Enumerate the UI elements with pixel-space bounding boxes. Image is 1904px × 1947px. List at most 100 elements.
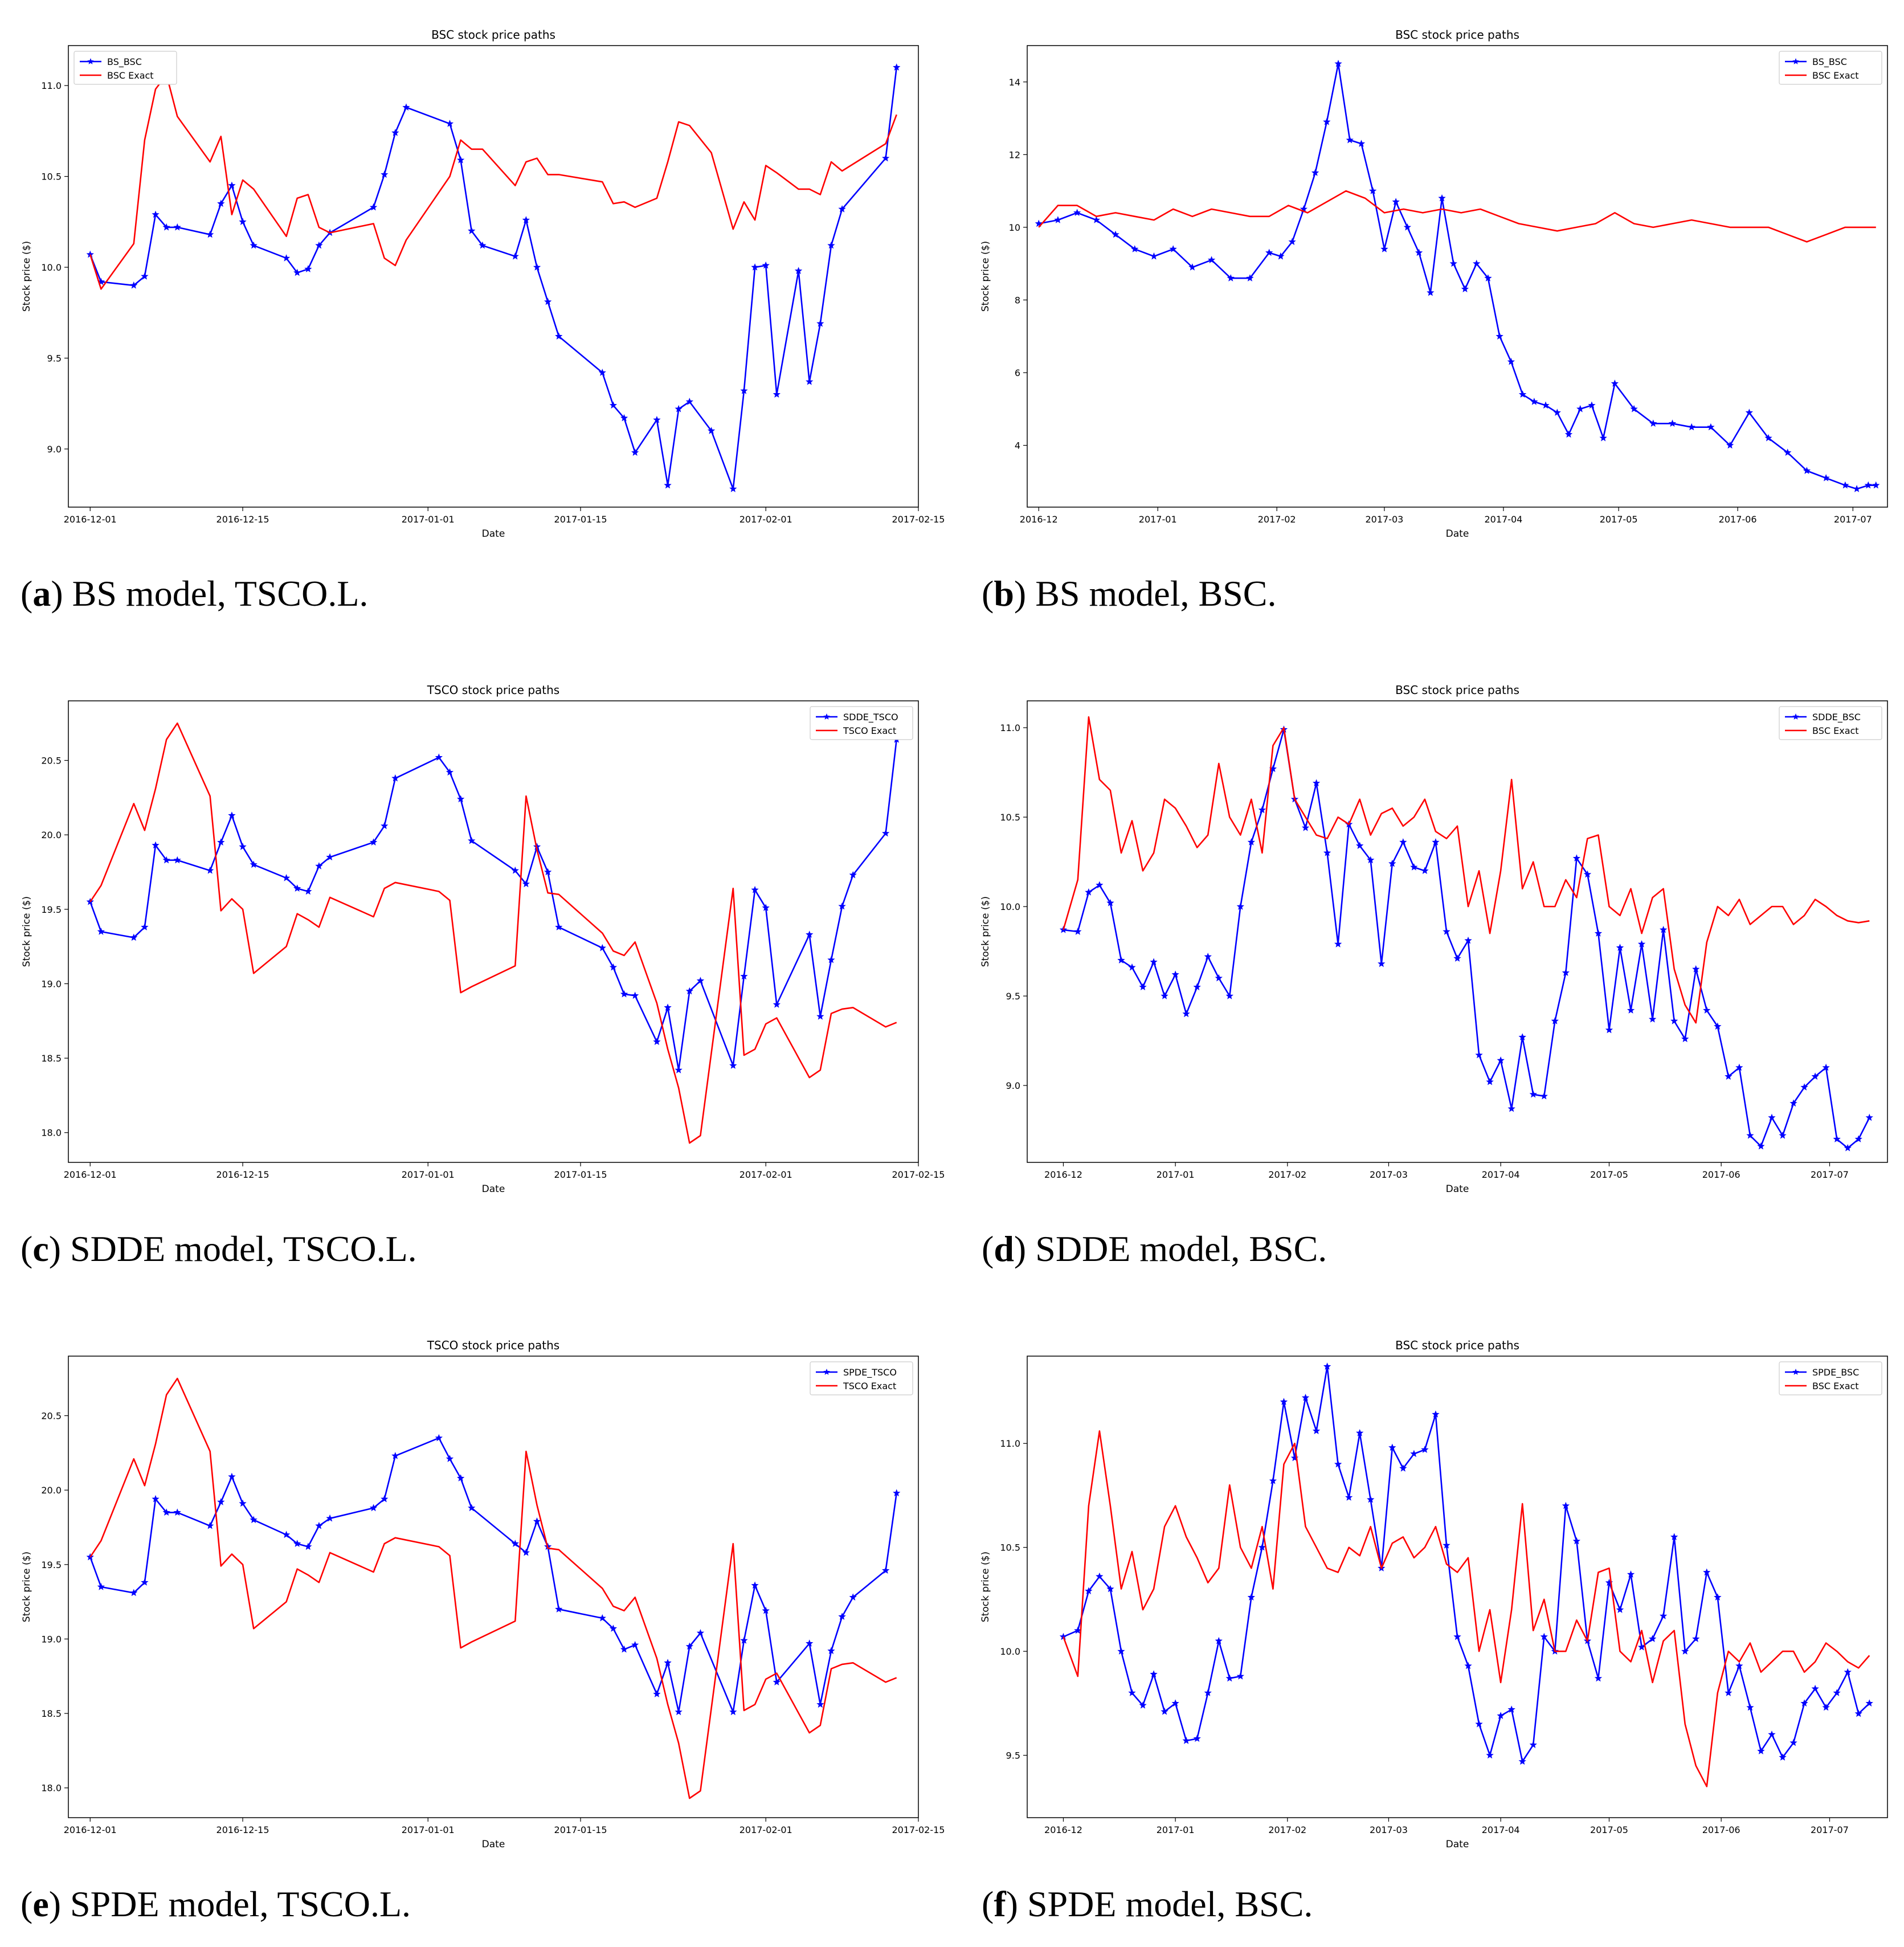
- chart-title: BSC stock price paths: [1395, 683, 1519, 697]
- data-point-marker: [162, 1508, 170, 1516]
- data-point-marker: [369, 838, 378, 846]
- data-point-marker: [664, 1003, 672, 1011]
- data-point-marker: [1096, 1572, 1104, 1580]
- data-point-marker: [751, 885, 759, 893]
- data-point-marker: [1648, 1015, 1657, 1023]
- data-point-marker: [1388, 1443, 1396, 1451]
- data-point-marker: [326, 853, 334, 860]
- data-point-marker: [1288, 238, 1296, 246]
- x-axis-label: Date: [482, 528, 505, 540]
- data-point-marker: [1822, 1063, 1830, 1071]
- data-point-marker: [762, 261, 770, 269]
- plot-frame: [68, 1356, 919, 1818]
- data-point-marker: [1833, 1135, 1841, 1142]
- data-point-marker: [141, 923, 149, 930]
- data-point-marker: [1529, 1741, 1537, 1748]
- x-tick-label: 2017-02: [1268, 1169, 1306, 1180]
- data-point-marker: [1583, 870, 1592, 878]
- data-point-marker: [1280, 1398, 1288, 1405]
- data-point-marker: [1475, 1051, 1483, 1059]
- y-tick-label: 10.5: [41, 172, 62, 182]
- data-point-marker: [315, 241, 323, 249]
- data-point-marker: [598, 1614, 606, 1622]
- data-point-marker: [1334, 59, 1342, 67]
- data-point-marker: [1616, 944, 1624, 951]
- data-point-marker: [1599, 434, 1607, 442]
- y-tick-label: 19.5: [41, 1560, 62, 1570]
- chart-panel-d: BSC stock price paths 2016-12 2017-01 2017-…: [952, 655, 1904, 1305]
- data-point-marker: [1432, 1410, 1440, 1418]
- data-point-marker: [130, 1589, 138, 1597]
- data-point-marker: [806, 1639, 814, 1647]
- data-point-marker: [173, 856, 181, 864]
- data-point-marker: [1265, 248, 1273, 256]
- data-point-marker: [326, 1514, 334, 1522]
- data-point-marker: [533, 263, 541, 271]
- data-point-marker: [631, 448, 639, 456]
- x-tick-label: 2016-12-15: [216, 1824, 269, 1835]
- y-axis-label: Stock price ($): [21, 1552, 32, 1622]
- data-point-marker: [391, 1452, 399, 1459]
- data-point-marker: [1236, 1672, 1244, 1680]
- data-point-marker: [1872, 481, 1880, 489]
- data-point-marker: [620, 990, 628, 998]
- data-point-marker: [1529, 1090, 1537, 1098]
- data-point-marker: [1357, 140, 1366, 147]
- data-point-marker: [685, 1642, 693, 1650]
- legend: SDDE_BSC BSC Exact: [1779, 706, 1882, 740]
- caption-e-letter: e: [32, 1884, 49, 1924]
- data-point-marker: [1605, 1578, 1613, 1586]
- data-point-marker: [1092, 216, 1100, 223]
- data-point-marker: [228, 181, 236, 189]
- data-point-marker: [206, 230, 214, 238]
- legend-box: [1779, 1361, 1882, 1395]
- data-point-marker: [1572, 1537, 1580, 1545]
- data-point-marker: [1484, 274, 1492, 281]
- data-point-marker: [1660, 1612, 1668, 1619]
- data-point-marker: [391, 774, 399, 782]
- chart-b-svg: BSC stock price paths 2016-12 2017-01 2017-…: [980, 28, 1888, 540]
- x-tick-label: 2017-01-01: [402, 514, 455, 525]
- data-point-marker: [1757, 1747, 1765, 1754]
- x-tick-label: 2017-02-15: [892, 514, 945, 525]
- data-point-marker: [1225, 1674, 1233, 1682]
- data-point-marker: [729, 1708, 737, 1716]
- data-point-marker: [555, 1605, 563, 1613]
- data-point-marker: [162, 223, 170, 231]
- data-point-marker: [250, 1516, 258, 1524]
- x-tick-label: 2017-03: [1365, 514, 1403, 525]
- data-point-marker: [675, 1066, 683, 1073]
- data-point-marker: [1380, 245, 1388, 252]
- plot-frame: [68, 45, 919, 508]
- data-point-marker: [1443, 928, 1451, 935]
- y-tick-label: 18.5: [41, 1053, 62, 1064]
- y-tick-label: 18.0: [41, 1128, 62, 1138]
- data-point-marker: [1085, 888, 1093, 896]
- caption-b: (b) BS model, BSC.: [982, 573, 1277, 614]
- data-point-marker: [1588, 401, 1596, 409]
- series-line-BSC Exact: [1063, 1430, 1870, 1787]
- data-point-marker: [1128, 963, 1136, 971]
- caption-e-text: SPDE model, TSCO.L.: [70, 1884, 411, 1924]
- data-point-marker: [1746, 1131, 1754, 1139]
- legend-label: BSC Exact: [1812, 70, 1859, 81]
- data-point-marker: [653, 1038, 661, 1045]
- data-point-marker: [1703, 1568, 1711, 1576]
- data-point-marker: [435, 753, 443, 761]
- x-tick-label: 2017-01: [1139, 514, 1177, 525]
- data-point-marker: [1073, 209, 1081, 216]
- data-point-marker: [1475, 1720, 1483, 1728]
- data-point-marker: [1161, 1707, 1168, 1715]
- data-point-marker: [1572, 854, 1580, 862]
- caption-f-text: SPDE model, BSC.: [1027, 1884, 1313, 1924]
- y-axis-label: Stock price ($): [980, 896, 991, 967]
- data-point-marker: [1497, 1056, 1505, 1064]
- data-point-marker: [1745, 409, 1753, 416]
- data-point-marker: [1757, 1142, 1765, 1150]
- x-tick-label: 2017-02-01: [739, 514, 792, 525]
- data-point-marker: [1649, 419, 1657, 427]
- series-line-SDDE_BSC: [1063, 728, 1870, 1149]
- x-axis-label: Date: [482, 1839, 505, 1850]
- data-point-marker: [1207, 256, 1216, 263]
- data-point-marker: [1388, 859, 1396, 867]
